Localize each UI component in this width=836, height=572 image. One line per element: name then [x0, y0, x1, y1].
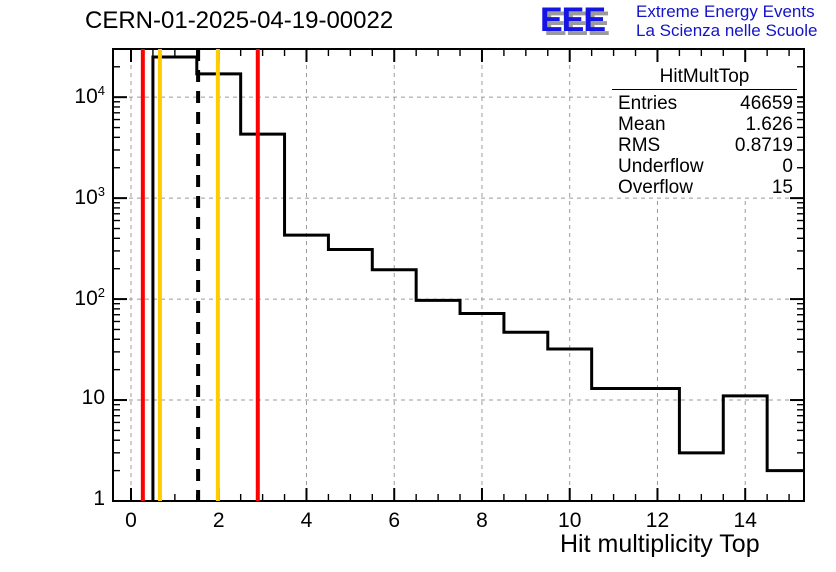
page-title: CERN-01-2025-04-19-00022 [85, 7, 394, 34]
x-axis-title: Hit multiplicity Top [560, 530, 760, 558]
x-axis-tick-label: 6 [388, 509, 401, 532]
y-axis-tick-label: 10 [81, 386, 105, 410]
histogram-outline [151, 55, 804, 501]
stats-divider [612, 89, 797, 90]
x-axis-tick-label: 10 [558, 509, 582, 532]
x-axis-tick-label: 4 [300, 509, 313, 532]
stats-row-key: Underflow [618, 156, 704, 177]
eee-logo-mark-front: EEE [540, 1, 606, 39]
stats-title: HitMultTop [659, 66, 750, 87]
stats-row-value: 0.8719 [734, 135, 793, 156]
eee-logo-mark: EEE EEE [540, 1, 630, 41]
eee-logo-line2: La Scienza nelle Scuole [636, 21, 818, 40]
x-axis-tick-label: 12 [645, 509, 670, 532]
stats-row: Mean 1.626 [612, 114, 797, 135]
stats-row-value: 1.626 [745, 114, 793, 135]
axis-ticks [113, 48, 804, 502]
eee-logo-line1: Extreme Energy Events [636, 2, 815, 21]
plot-frame [112, 48, 805, 502]
x-axis-tick-label: 8 [476, 509, 488, 532]
stats-row-key: Mean [618, 114, 666, 135]
x-axis-tick-label: 0 [125, 509, 137, 532]
eee-logo-mark-shadow: EEE [544, 5, 610, 43]
y-axis-tick-label: 104 [74, 83, 105, 109]
stats-row-value: 0 [782, 156, 793, 177]
y-axis-tick-label: 102 [74, 285, 105, 311]
y-axis-tick-label: 1 [93, 487, 105, 510]
eee-logo: EEE EEE Extreme Energy Events La Scienza… [540, 2, 832, 44]
stats-row-key: RMS [618, 135, 661, 156]
vertical-markers [140, 49, 260, 501]
stats-row-value: 15 [771, 177, 793, 198]
y-axis-tick-label: 103 [74, 184, 105, 210]
stats-row: Overflow 15 [612, 177, 797, 198]
stats-row-key: Entries [618, 93, 678, 114]
histogram-steps [151, 55, 804, 501]
x-axis-tick-label: 14 [733, 509, 757, 532]
stats-row-key: Overflow [618, 177, 693, 198]
x-axis-tick-label: 2 [212, 509, 225, 532]
stats-row: Underflow 0 [612, 156, 797, 177]
stats-row: RMS 0.8719 [612, 135, 797, 156]
stats-row-value: 46659 [740, 93, 793, 114]
stats-box: HitMultTop Entries 46659 Mean 1.626 RMS 0.871… [612, 65, 797, 198]
stats-row: Entries 46659 [612, 93, 797, 114]
